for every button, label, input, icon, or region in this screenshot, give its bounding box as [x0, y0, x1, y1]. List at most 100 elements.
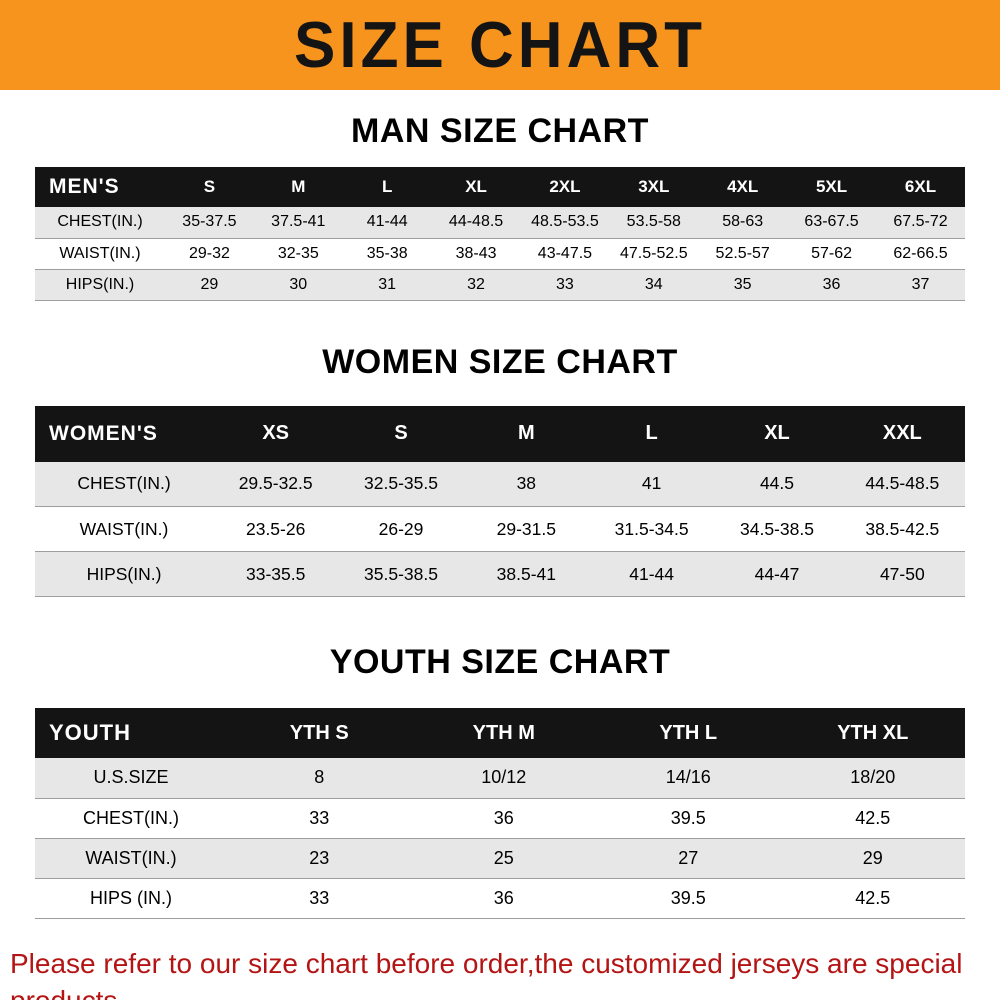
- women-table-header-row: WOMEN'S XS S M L XL XXL: [35, 405, 965, 462]
- value-cell: 52.5-57: [715, 244, 770, 262]
- women-table-row: WAIST(IN.) 23.5-26 26-29 29-31.5 31.5-34.5 34…: [35, 506, 965, 552]
- row-label: CHEST(IN.): [77, 473, 171, 494]
- value-cell: 29-31.5: [496, 518, 556, 539]
- youth-table-row: HIPS (IN.) 33 36 39.5 42.5: [35, 878, 965, 918]
- value-cell: 44.5: [759, 473, 794, 494]
- value-cell: 58-63: [722, 213, 764, 231]
- value-cell: 36: [822, 275, 841, 293]
- value-cell: 29: [200, 275, 219, 293]
- youth-table-row: U.S.SIZE 8 10/12 14/16 18/20: [35, 758, 965, 798]
- footer-notice: Please refer to our size chart before or…: [0, 945, 1000, 1000]
- youth-size-header-cell: YTH XL: [780, 708, 965, 758]
- value-cell: 47-50: [879, 563, 925, 584]
- value-cell: 63-67.5: [804, 213, 859, 231]
- youth-section-title: YOUTH SIZE CHART: [329, 643, 671, 681]
- value-cell: 31.5-34.5: [614, 518, 689, 539]
- value-cell: 23: [309, 847, 330, 868]
- women-size-header-cell: L: [588, 405, 715, 462]
- value-cell: 57-62: [811, 244, 853, 262]
- row-label: WAIST(IN.): [79, 518, 169, 539]
- value-cell: 67.5-72: [893, 213, 948, 231]
- value-cell: 35-37.5: [182, 213, 237, 231]
- value-cell: 41-44: [629, 563, 675, 584]
- value-cell: 36: [493, 807, 514, 828]
- notice-line-1: Please refer to our size chart before or…: [10, 947, 963, 1000]
- row-label: U.S.SIZE: [93, 767, 169, 788]
- men-size-header-cell: 2XL: [520, 167, 610, 207]
- value-cell: 33: [556, 275, 574, 293]
- value-cell: 32-35: [277, 244, 319, 262]
- value-cell: 39.5: [670, 807, 706, 828]
- men-size-table: MEN'S S M L XL 2XL 3XL 4XL 5XL 6XL CHEST(IN.) 35-37…: [35, 167, 965, 301]
- row-label: WAIST(IN.): [85, 847, 177, 868]
- value-cell: 25: [493, 847, 514, 868]
- row-label: HIPS (IN.): [89, 887, 172, 908]
- women-section-title: WOMEN SIZE CHART: [322, 342, 678, 381]
- row-label: CHEST(IN.): [83, 807, 179, 828]
- value-cell: 33: [309, 807, 330, 828]
- value-cell: 44-48.5: [448, 213, 504, 231]
- value-cell: 38.5-41: [496, 563, 556, 584]
- value-cell: 29: [862, 847, 883, 868]
- men-size-header-cell: 6XL: [876, 167, 965, 207]
- youth-size-header-cell: YTH S: [227, 708, 412, 758]
- value-cell: 41-44: [366, 213, 408, 231]
- value-cell: 48.5-53.5: [531, 213, 599, 231]
- value-cell: 35: [733, 275, 752, 293]
- youth-table-row: WAIST(IN.) 23 25 27 29: [35, 838, 965, 878]
- value-cell: 35.5-38.5: [364, 563, 438, 584]
- men-table-row: CHEST(IN.) 35-37.5 37.5-41 41-44 44-48.5 48.5…: [35, 207, 965, 238]
- value-cell: 30: [289, 275, 308, 293]
- value-cell: 44-47: [754, 563, 800, 584]
- men-table-header-row: MEN'S S M L XL 2XL 3XL 4XL 5XL 6XL: [35, 167, 965, 207]
- women-size-header-cell: M: [463, 405, 589, 462]
- value-cell: 14/16: [665, 767, 711, 788]
- value-cell: 23.5-26: [245, 518, 306, 539]
- women-size-table: WOMEN'S XS S M L XL XXL CHEST(IN.) 29.5-32.5 32.5…: [35, 405, 965, 598]
- value-cell: 42.5: [855, 807, 891, 828]
- value-cell: 39.5: [670, 887, 706, 908]
- men-size-header-cell: L: [342, 167, 432, 207]
- value-cell: 38.5-42.5: [865, 518, 940, 539]
- value-cell: 41: [641, 473, 662, 494]
- men-section-title: MAN SIZE CHART: [351, 112, 649, 150]
- women-size-header-cell: XL: [714, 405, 840, 462]
- value-cell: 62-66.5: [893, 244, 948, 262]
- youth-size-table: YOUTH YTH S YTH M YTH L YTH XL U.S.SIZE 8 10/12…: [35, 708, 965, 919]
- value-cell: 37.5-41: [271, 213, 326, 231]
- banner-title: SIZE CHART: [294, 8, 706, 82]
- section-youth: YOUTH SIZE CHART YOUTH YTH S YTH M YTH L YTH …: [0, 643, 1000, 919]
- value-cell: 37: [911, 275, 930, 293]
- women-table-row: HIPS(IN.) 33-35.5 35.5-38.5 38.5-41 41-44 44-…: [35, 551, 965, 597]
- value-cell: 33: [309, 887, 330, 908]
- value-cell: 34.5-38.5: [740, 518, 814, 539]
- row-label: WAIST(IN.): [59, 244, 141, 262]
- value-cell: 43-47.5: [537, 244, 593, 262]
- row-label: HIPS(IN.): [65, 275, 135, 293]
- men-size-header-cell: XL: [431, 167, 521, 207]
- value-cell: 26-29: [378, 518, 424, 539]
- value-cell: 32.5-35.5: [364, 473, 438, 494]
- women-table-corner-label: WOMEN'S: [35, 405, 213, 462]
- value-cell: 35-38: [366, 244, 408, 262]
- value-cell: 34: [644, 275, 663, 293]
- men-table-row: WAIST(IN.) 29-32 32-35 35-38 38-43 43-47.5 47.…: [35, 238, 965, 269]
- men-size-header-cell: M: [253, 167, 343, 207]
- value-cell: 18/20: [850, 767, 896, 788]
- banner: SIZE CHART: [0, 0, 1000, 90]
- value-cell: 29-32: [188, 244, 230, 262]
- women-size-header-cell: XXL: [839, 405, 965, 462]
- men-size-header-cell: 3XL: [609, 167, 699, 207]
- value-cell: 32: [467, 275, 485, 293]
- value-cell: 44.5-48.5: [865, 473, 940, 494]
- row-label: HIPS(IN.): [86, 563, 162, 584]
- value-cell: 38-43: [455, 244, 497, 262]
- women-size-header-cell: S: [338, 405, 464, 462]
- value-cell: 47.5-52.5: [620, 244, 688, 262]
- youth-size-header-cell: YTH M: [411, 708, 596, 758]
- youth-table-corner-label: YOUTH: [35, 708, 227, 758]
- men-table-corner-label: MEN'S: [35, 167, 165, 207]
- value-cell: 38: [516, 473, 537, 494]
- youth-size-header-cell: YTH L: [596, 708, 781, 758]
- value-cell: 10/12: [481, 767, 527, 788]
